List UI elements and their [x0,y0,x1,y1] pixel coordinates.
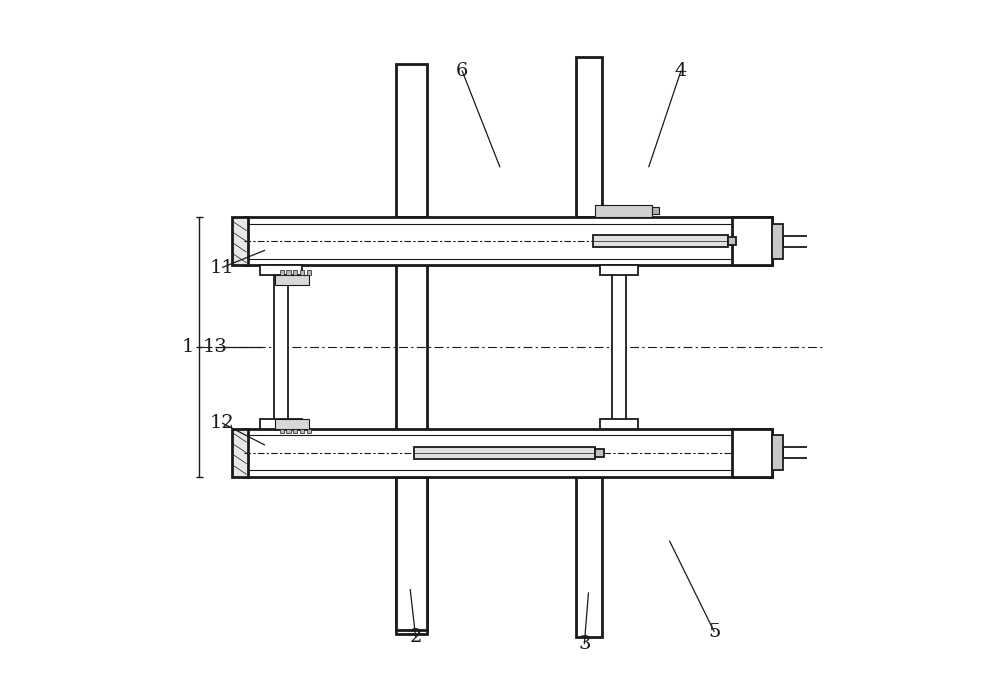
Bar [414,447,595,459]
Text: 2: 2 [409,628,422,646]
Bar [595,449,604,457]
Bar [307,429,311,433]
Text: 11: 11 [210,258,235,276]
Bar [293,270,297,275]
Bar [652,208,659,214]
Bar [293,429,297,433]
Bar [396,64,427,217]
Text: 12: 12 [210,414,235,432]
Text: 1: 1 [181,338,194,356]
Text: 3: 3 [578,635,591,653]
Bar [595,205,652,217]
Text: 5: 5 [708,623,720,641]
Bar [396,217,427,634]
Text: 6: 6 [456,62,468,80]
Bar [300,429,304,433]
Bar [728,237,736,245]
Bar [576,477,602,637]
Bar [600,265,638,275]
Bar [280,429,284,433]
Bar [260,419,302,429]
Bar [274,265,288,429]
Bar [232,429,248,477]
Bar [307,270,311,275]
Bar [576,57,602,217]
Bar [280,270,284,275]
Bar [260,265,302,275]
Bar [286,270,291,275]
Bar [232,217,248,265]
Text: 4: 4 [675,62,687,80]
Bar [732,429,772,477]
Bar [275,275,309,285]
Bar [772,435,783,470]
Bar [612,265,626,429]
Bar [396,477,427,630]
Text: 13: 13 [203,338,228,356]
Bar [772,224,783,259]
Bar [600,419,638,429]
Bar [244,429,772,477]
Bar [244,217,772,265]
Bar [593,235,728,247]
Bar [732,217,772,265]
Bar [286,429,291,433]
Bar [300,270,304,275]
Bar [275,419,309,429]
